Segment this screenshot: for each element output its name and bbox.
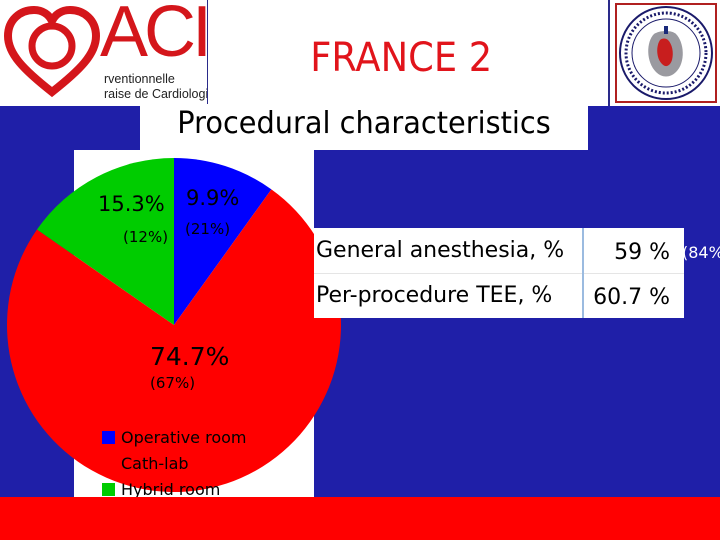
legend-label-hybrid-room: Hybrid room — [121, 479, 221, 499]
table-row: General anesthesia, % 59 % — [314, 228, 684, 273]
aci-logo: ACI rventionnelle raise de Cardiologie — [0, 0, 209, 106]
pie-slice-cath-lab — [6, 189, 341, 493]
legend-swatch-hybrid-room — [102, 482, 115, 496]
cath-lab-value-label: 74.7% — [150, 342, 230, 371]
legend-label-operative-room: Operative room — [121, 427, 247, 447]
table-row-value: 60.7 % — [593, 285, 670, 310]
legend-item-operative-room: Operative room — [102, 424, 246, 450]
slide-subtitle: Procedural characteristics — [177, 106, 551, 141]
table-row-label: General anesthesia, % — [316, 238, 565, 263]
heart-logo-icon — [4, 6, 100, 98]
hybrid-room-compare-label: (12%) — [123, 228, 169, 246]
legend-swatch-cath-lab — [102, 456, 115, 470]
pie-slice-hybrid-room — [36, 158, 174, 325]
legend-swatch-operative-room — [102, 430, 115, 444]
society-seal-logo — [608, 0, 720, 106]
table-row-label: Per-procedure TEE, % — [316, 283, 553, 308]
pie-slice-operative-room — [174, 158, 272, 325]
hybrid-room-value-label: 15.3% — [98, 192, 165, 216]
chart-legend: Operative room Cath-lab Hybrid room — [102, 424, 246, 502]
table-row-value: 59 % — [614, 240, 670, 265]
page-title: FRANCE 2 — [310, 35, 493, 81]
brand-wordmark: ACI — [100, 0, 209, 72]
title-bar: FRANCE 2 — [208, 0, 608, 106]
legend-item-hybrid-room: Hybrid room — [102, 476, 246, 502]
operative-room-compare-label: (21%) — [185, 220, 231, 238]
table-row: Per-procedure TEE, % 60.7 % — [314, 273, 684, 318]
table-overflow-note: (84% — [682, 243, 720, 262]
cath-lab-compare-label: (67%) — [150, 374, 196, 392]
header-bar: ACI rventionnelle raise de Cardiologie F… — [0, 0, 720, 106]
procedure-table: General anesthesia, % 59 % Per-procedure… — [314, 228, 684, 318]
society-seal-icon — [615, 3, 717, 103]
subtitle-bar: Procedural characteristics — [140, 104, 588, 150]
brand-subtitle-line-1: rventionnelle — [104, 72, 175, 86]
table-divider — [314, 273, 684, 274]
legend-item-cath-lab: Cath-lab — [102, 450, 246, 476]
legend-label-cath-lab: Cath-lab — [121, 453, 189, 473]
footer-bar — [0, 497, 720, 540]
operative-room-value-label: 9.9% — [186, 186, 240, 210]
brand-subtitle-line-2: raise de Cardiologie — [104, 87, 209, 101]
table-column-divider — [582, 228, 584, 318]
